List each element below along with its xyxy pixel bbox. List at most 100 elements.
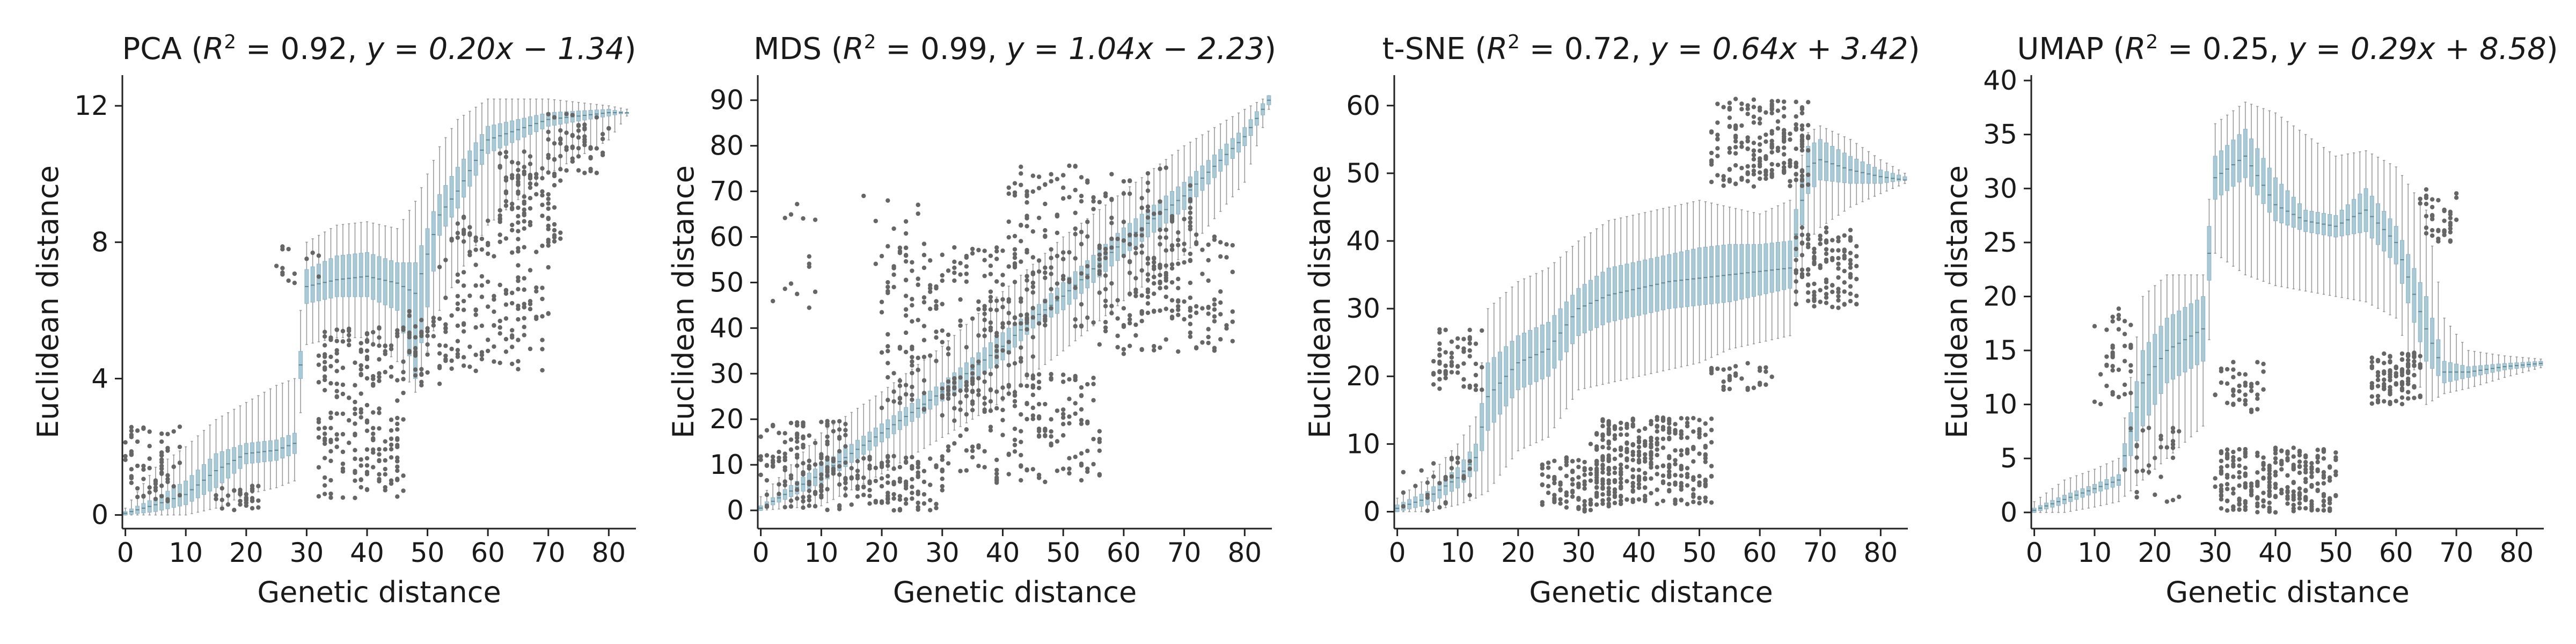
flier-point bbox=[2146, 426, 2151, 430]
flier-point bbox=[129, 467, 134, 472]
flier-point bbox=[1145, 261, 1151, 266]
flier-point bbox=[364, 447, 370, 452]
flier-point bbox=[958, 469, 963, 473]
flier-point bbox=[1824, 251, 1829, 257]
flier-point bbox=[1739, 376, 1744, 381]
flier-point bbox=[2224, 456, 2230, 461]
flier-point bbox=[419, 383, 424, 387]
flier-point bbox=[2327, 501, 2332, 506]
flier-point bbox=[316, 274, 321, 279]
flier-point bbox=[389, 428, 394, 433]
flier-point bbox=[1673, 473, 1678, 478]
flier-point bbox=[1163, 306, 1168, 311]
flier-point bbox=[1024, 200, 1029, 205]
flier-point bbox=[795, 435, 800, 441]
flier-point bbox=[1739, 165, 1744, 171]
flier-point bbox=[1012, 399, 1018, 404]
flier-point bbox=[1685, 448, 1690, 452]
flier-point bbox=[1043, 299, 1048, 304]
flier-point bbox=[885, 280, 890, 285]
flier-point bbox=[1152, 348, 1157, 353]
flier-point bbox=[492, 297, 496, 302]
flier-point bbox=[1727, 374, 1732, 378]
flier-point bbox=[837, 472, 842, 477]
flier-point bbox=[1558, 497, 1563, 502]
x-tick-label: 80 bbox=[1864, 537, 1898, 568]
flier-point bbox=[795, 431, 800, 436]
flier-point bbox=[492, 344, 496, 349]
flier-point bbox=[334, 437, 339, 442]
flier-point bbox=[1709, 129, 1714, 134]
flier-point bbox=[970, 251, 975, 256]
flier-point bbox=[1158, 166, 1162, 171]
flier-point bbox=[437, 364, 442, 369]
flier-point bbox=[903, 259, 909, 264]
flier-point bbox=[1079, 393, 1084, 398]
flier-point bbox=[1043, 318, 1048, 324]
flier-point bbox=[758, 434, 763, 439]
flier-point bbox=[1085, 275, 1090, 280]
box bbox=[1558, 308, 1563, 361]
flier-point bbox=[443, 353, 448, 358]
flier-point bbox=[982, 465, 987, 470]
flier-point bbox=[558, 178, 563, 183]
flier-point bbox=[540, 213, 545, 218]
flier-point bbox=[928, 353, 933, 358]
flier-point bbox=[1030, 255, 1036, 260]
flier-point bbox=[988, 408, 993, 413]
flier-point bbox=[1703, 477, 1708, 482]
flier-point bbox=[1582, 507, 1587, 513]
x-tick-label: 70 bbox=[1803, 537, 1838, 568]
flier-point bbox=[389, 442, 394, 447]
box bbox=[1570, 295, 1575, 345]
chart-title: UMAP (R2 = 0.25, y = 0.29x + 8.58) bbox=[2017, 31, 2558, 67]
flier-point bbox=[1000, 305, 1005, 310]
y-tick-label: 30 bbox=[709, 358, 744, 389]
flier-point bbox=[1127, 178, 1132, 183]
flier-point bbox=[946, 448, 951, 453]
flier-point bbox=[389, 455, 394, 460]
flier-point bbox=[1679, 487, 1684, 492]
flier-point bbox=[885, 491, 890, 495]
flier-point bbox=[1091, 320, 1096, 325]
flier-point bbox=[916, 355, 920, 361]
flier-point bbox=[1036, 186, 1042, 191]
box bbox=[1679, 251, 1684, 308]
flier-point bbox=[1212, 314, 1217, 319]
flier-point bbox=[516, 220, 521, 225]
box bbox=[195, 470, 200, 499]
flier-point bbox=[1060, 257, 1066, 261]
box bbox=[371, 254, 376, 300]
flier-point bbox=[921, 469, 927, 474]
box bbox=[334, 255, 339, 297]
flier-point bbox=[516, 182, 521, 187]
flier-point bbox=[1006, 384, 1011, 389]
flier-point bbox=[407, 335, 412, 340]
flier-point bbox=[1152, 291, 1157, 296]
box bbox=[353, 253, 357, 297]
flier-point bbox=[928, 482, 933, 487]
flier-point bbox=[1012, 442, 1018, 448]
flier-point bbox=[994, 457, 999, 463]
flier-point bbox=[2128, 391, 2133, 396]
flier-point bbox=[1606, 497, 1611, 502]
flier-point bbox=[1060, 433, 1066, 438]
box bbox=[1775, 242, 1780, 291]
flier-point bbox=[2333, 469, 2338, 474]
box bbox=[1769, 243, 1774, 293]
flier-point bbox=[1443, 501, 1448, 506]
flier-point bbox=[546, 192, 551, 197]
flier-point bbox=[1667, 416, 1672, 421]
flier-point bbox=[485, 338, 491, 342]
flier-point bbox=[353, 456, 357, 462]
flier-point bbox=[1473, 387, 1479, 392]
flier-point bbox=[1176, 237, 1181, 243]
box bbox=[184, 480, 188, 506]
box bbox=[2369, 195, 2374, 239]
flier-point bbox=[1145, 180, 1151, 185]
flier-point bbox=[1055, 295, 1060, 301]
flier-point bbox=[795, 496, 800, 501]
flier-point bbox=[964, 345, 969, 350]
flier-point bbox=[1733, 133, 1738, 138]
flier-point bbox=[147, 466, 152, 471]
